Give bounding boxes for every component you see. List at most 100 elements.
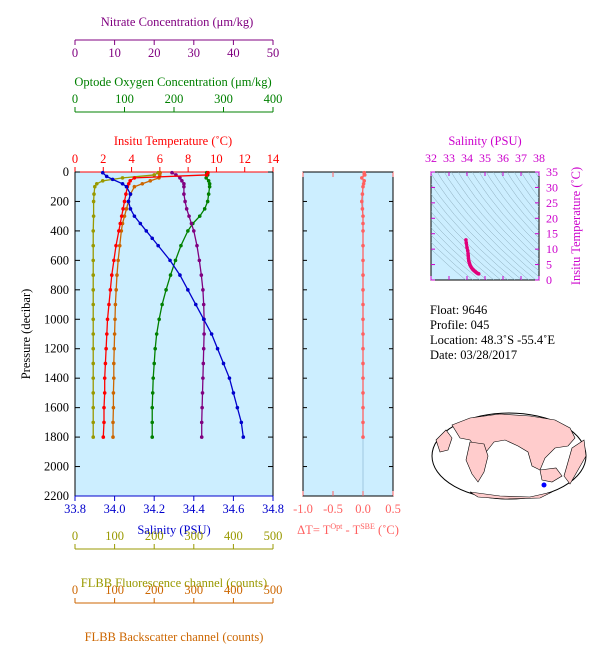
ts-series — [464, 238, 481, 276]
nitrate-point — [184, 207, 189, 211]
nitrate-point — [199, 435, 204, 439]
fluorescence-point — [91, 391, 96, 395]
delta-t-tick-label: 0.0 — [355, 502, 371, 516]
nitrate-point — [201, 302, 206, 307]
map-landmass-americas — [435, 429, 587, 485]
fluorescence-tick-label: 100 — [105, 529, 124, 543]
float-location-marker — [541, 482, 547, 488]
ts-contour-line — [436, 172, 537, 280]
temperature-tick-label: 2 — [100, 152, 106, 166]
ts-temperature-tick-label: 15 — [546, 227, 558, 241]
fluorescence-point — [91, 273, 96, 277]
ts-temperature-tick-label: 30 — [546, 180, 558, 194]
nitrate-point — [201, 346, 206, 351]
nitrate-point — [182, 181, 186, 186]
ts-contour-line — [513, 172, 539, 208]
backscatter-axis: 0 100 200 300 400 500 — [72, 583, 282, 604]
nitrate-point — [201, 376, 205, 380]
fluorescence-axis: 0 100 200 300 400 500 — [72, 529, 282, 550]
fluorescence-point — [100, 179, 105, 183]
salinity-tick-label: 34.8 — [262, 502, 284, 516]
salinity-tick-label: 34.6 — [222, 502, 244, 516]
nitrate-point — [202, 332, 206, 336]
nitrate-tick-label: 50 — [267, 46, 280, 60]
nitrate-point — [182, 192, 186, 196]
salinity-point — [215, 346, 220, 351]
delta-t-point — [361, 405, 365, 410]
delta-t-point — [361, 229, 365, 233]
salinity-point — [132, 214, 137, 218]
ts-panel — [430, 171, 540, 281]
pressure-tick-label: 1800 — [44, 430, 69, 444]
delta-t-point — [361, 258, 365, 263]
ts-contour-line — [431, 227, 488, 280]
ts-contour-line — [527, 172, 539, 189]
ts-contour-line — [431, 202, 509, 280]
ts-contour-line — [450, 172, 539, 272]
nitrate-point — [187, 214, 191, 218]
salinity-axis: 33.8 34.0 34.2 34.4 34.6 34.8 — [64, 495, 284, 516]
delta-t-series — [360, 170, 367, 439]
fluorescence-point — [91, 258, 96, 263]
nitrate-point — [199, 420, 204, 425]
temperature-point — [122, 199, 127, 204]
delta-t-point — [361, 420, 365, 425]
ts-contour-line — [492, 172, 539, 232]
delta-t-point — [361, 376, 365, 380]
backscatter-point — [112, 346, 117, 351]
temperature-tick-label: 12 — [238, 152, 251, 166]
backscatter-point — [157, 173, 162, 177]
pressure-tick-label: 600 — [50, 253, 69, 267]
oxygen-point — [205, 199, 210, 204]
pressure-tick-label: 1000 — [44, 312, 69, 326]
backscatter-point — [111, 391, 116, 395]
map-landmass-australia — [539, 467, 563, 483]
fluorescence-point — [94, 181, 99, 186]
delta-t-point — [361, 435, 365, 439]
oxygen-point — [207, 181, 212, 186]
salinity-point — [120, 181, 125, 186]
salinity-point — [110, 177, 115, 182]
salinity-point — [150, 236, 155, 241]
temperature-point — [112, 258, 116, 263]
salinity-point — [144, 229, 149, 233]
backscatter-tick-label: 100 — [105, 583, 124, 597]
backscatter-point — [112, 361, 116, 366]
pressure-tick-label: 2000 — [44, 460, 69, 474]
ts-contour-line — [431, 183, 523, 280]
fluorescence-point — [91, 317, 96, 322]
temperature-point — [118, 221, 123, 226]
temperature-point — [132, 176, 137, 180]
temperature-point — [107, 302, 111, 307]
pressure-axis: 0 200 400 600 800 1000 1200 1400 1600 1800 2000 220… — [44, 165, 273, 503]
delta-t-point — [361, 184, 365, 189]
salinity-point — [124, 184, 129, 189]
fluorescence-point — [152, 173, 156, 177]
profile-number: Profile: 045 — [430, 318, 490, 332]
ts-contour-group — [431, 172, 539, 280]
oxygen-point — [186, 229, 190, 233]
backscatter-tick-label: 0 — [72, 583, 78, 597]
fluorescence-point — [120, 176, 125, 180]
nitrate-tick-label: 0 — [72, 46, 78, 60]
delta-t-point — [361, 243, 365, 248]
nitrate-tick-label: 30 — [188, 46, 201, 60]
nitrate-point — [197, 258, 202, 263]
backscatter-point — [117, 243, 122, 248]
ts-contour-line — [471, 172, 539, 253]
profile-panel — [74, 171, 274, 497]
salinity-point — [138, 221, 143, 226]
ts-point — [476, 272, 481, 276]
backscatter-point — [140, 181, 145, 186]
temperature-point — [126, 181, 131, 186]
temperature-tick-label: 10 — [210, 152, 223, 166]
delta-t-tick-label: -1.0 — [293, 502, 313, 516]
backscatter-axis-label: FLBB Backscatter channel (counts) — [85, 630, 264, 644]
fluorescence-point — [91, 346, 96, 351]
salinity-tick-label: 34.0 — [104, 502, 126, 516]
ts-contour-line — [431, 211, 502, 280]
backscatter-point — [114, 288, 118, 292]
backscatter-tick-label: 400 — [224, 583, 243, 597]
salinity-point — [156, 243, 160, 248]
